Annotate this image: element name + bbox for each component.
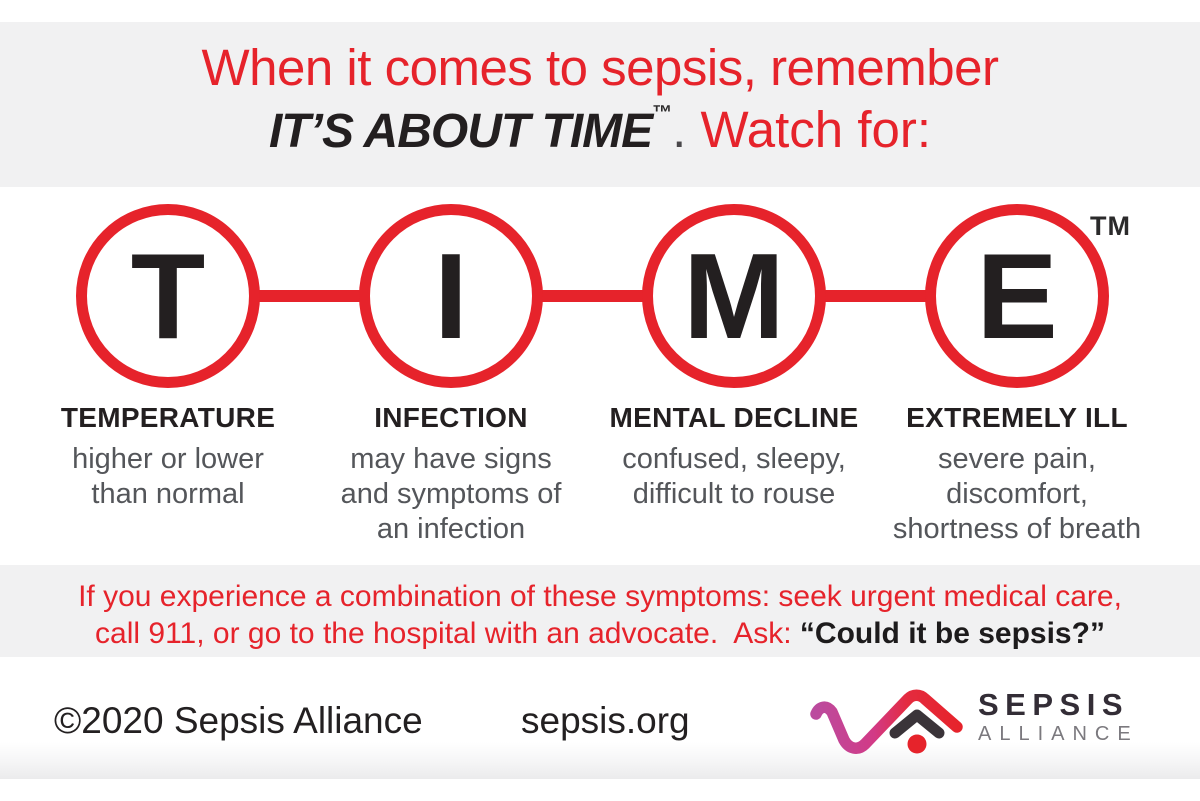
could-it-be-sepsis-text: “Could it be sepsis?” — [799, 617, 1105, 650]
column-line: difficult to rouse — [632, 477, 836, 510]
column-line: higher or lower — [72, 442, 264, 475]
column-infection: INFECTION may have signs and symptoms of… — [291, 402, 611, 547]
logo-wave-icon — [810, 689, 963, 754]
copyright-text: ©2020 Sepsis Alliance — [54, 700, 423, 741]
warning-text: If you experience a combination of these… — [0, 578, 1200, 652]
circle-letter-i: I — [359, 204, 543, 388]
logo-alliance-text: ALLIANCE — [978, 723, 1139, 745]
logo-chevron-icon — [889, 709, 945, 739]
sepsis-alliance-logo: SEPSIS ALLIANCE — [810, 687, 1139, 754]
letter-t: T — [130, 228, 206, 364]
column-heading: EXTREMELY ILL — [906, 402, 1128, 433]
time-trademark: TM — [1090, 211, 1131, 241]
period: . — [672, 101, 687, 158]
column-line: discomfort, — [946, 477, 1088, 510]
warning-band — [0, 565, 1200, 657]
letter-m: M — [683, 228, 785, 364]
warning-line2: call 911, or go to the hospital with an … — [0, 615, 1200, 652]
column-line: and symptoms of — [340, 477, 562, 510]
column-extremely-ill: EXTREMELY ILL severe pain, discomfort, s… — [857, 402, 1177, 547]
logo-dot-icon — [907, 734, 927, 754]
headline-line1: When it comes to sepsis, remember — [201, 39, 999, 96]
column-line: may have signs — [350, 442, 552, 475]
warning-line2-red: call 911, or go to the hospital with an … — [95, 617, 800, 650]
logo-sepsis-text: SEPSIS — [978, 687, 1129, 722]
column-line: severe pain, — [938, 442, 1096, 475]
letter-i: I — [434, 228, 468, 364]
column-heading: INFECTION — [374, 402, 528, 433]
column-heading: TEMPERATURE — [60, 402, 276, 433]
trademark-symbol: ™ — [652, 102, 673, 124]
warning-line1: If you experience a combination of these… — [78, 580, 1122, 613]
its-about-time-text: IT’S ABOUT TIME — [268, 105, 653, 158]
website-text: sepsis.org — [521, 700, 690, 741]
column-line: than normal — [91, 477, 245, 510]
circle-letter-t: T — [76, 204, 260, 388]
column-temperature: TEMPERATURE higher or lower than normal — [8, 402, 328, 512]
bottom-shade — [0, 742, 1200, 779]
header-band — [0, 22, 1200, 187]
letter-e: E — [976, 228, 1058, 364]
watch-for-text: Watch for: — [686, 101, 932, 158]
column-line: shortness of breath — [892, 512, 1142, 545]
column-heading: MENTAL DECLINE — [609, 402, 859, 433]
connector-line — [816, 290, 936, 302]
circle-letter-e: E — [925, 204, 1109, 388]
connector-line — [250, 290, 370, 302]
circle-letter-m: M — [642, 204, 826, 388]
connector-line — [533, 290, 653, 302]
column-line: an infection — [376, 512, 526, 545]
column-mental-decline: MENTAL DECLINE confused, sleepy, difficu… — [574, 402, 894, 512]
column-line: confused, sleepy, — [622, 442, 846, 475]
headline-line2: IT’S ABOUT TIME™. Watch for: — [0, 103, 1200, 156]
